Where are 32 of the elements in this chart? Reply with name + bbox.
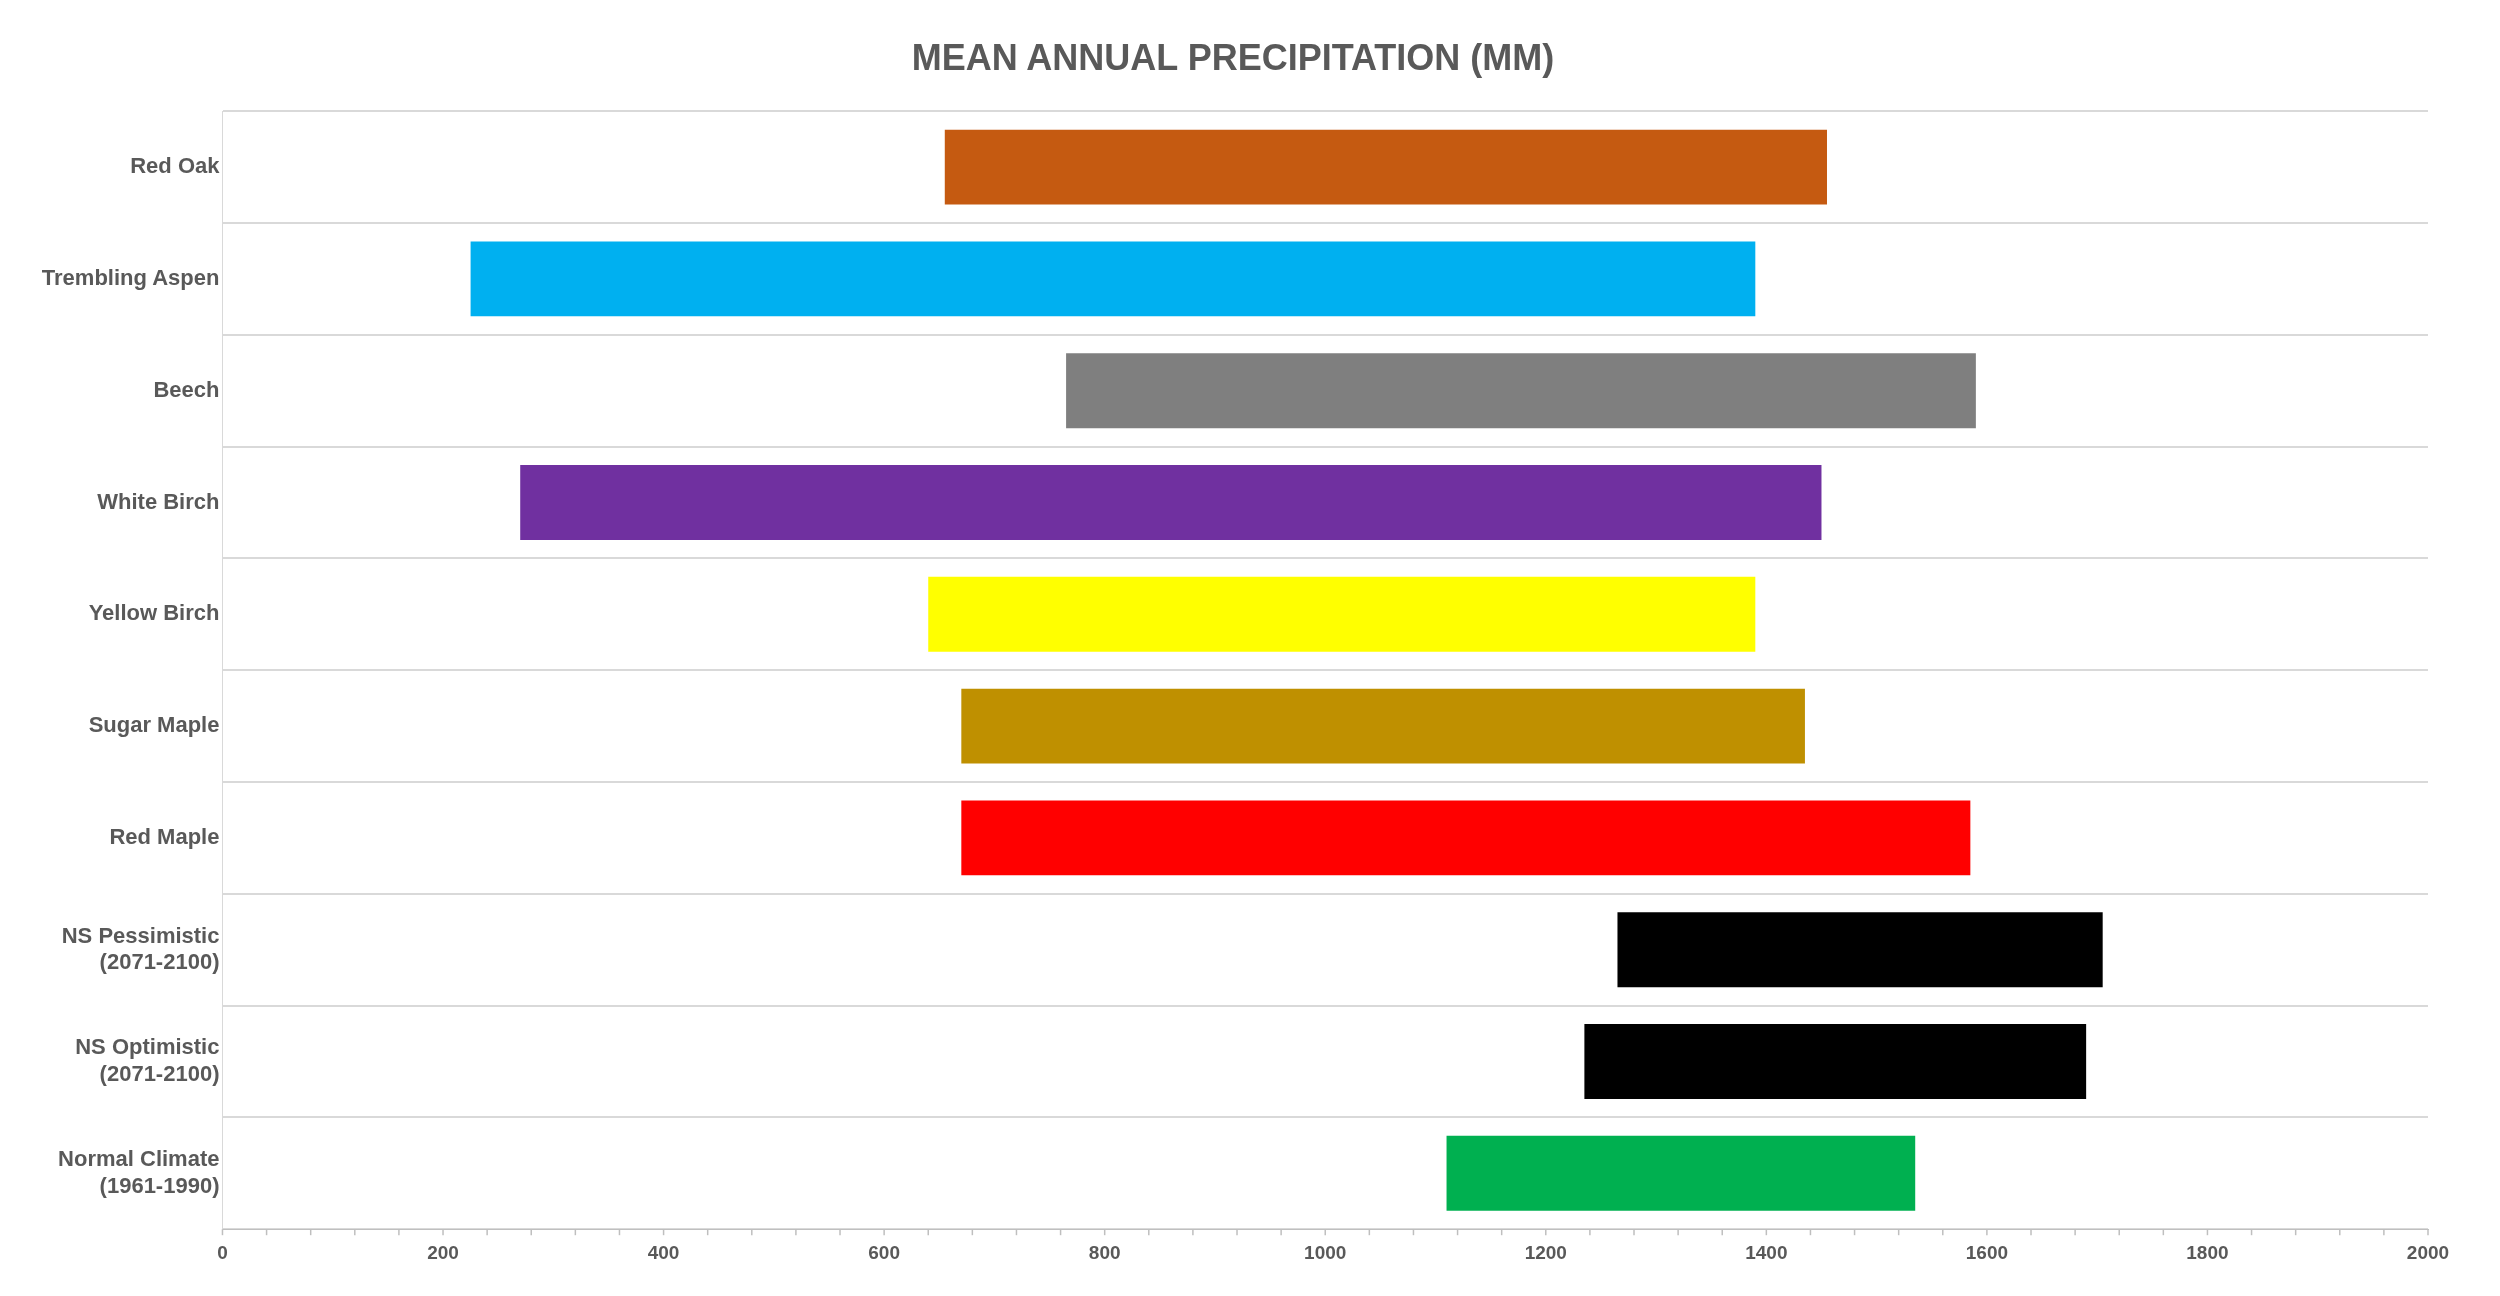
bar (470, 241, 1756, 317)
x-tick-label: 1000 (1304, 1241, 1347, 1263)
x-tick-label: 0 (217, 1241, 228, 1263)
y-tick-label: Trembling Aspen (41, 264, 220, 290)
bar (1617, 912, 2103, 988)
x-tick-label: 1200 (1524, 1241, 1567, 1263)
y-tick-label: Beech (153, 376, 220, 402)
x-tick-label: 1400 (1745, 1241, 1788, 1263)
y-tick-label: NS Optimistic (2071-2100) (75, 1034, 220, 1086)
x-tick-label: 1800 (2186, 1241, 2229, 1263)
bar (961, 688, 1805, 764)
y-tick-label: Normal Climate (1961-1990) (58, 1146, 220, 1198)
x-tick-label: 400 (647, 1241, 680, 1263)
bar (1066, 353, 1976, 429)
x-tick-label: 200 (427, 1241, 459, 1263)
chart-title: MEAN ANNUAL PRECIPITATION (MM) (911, 36, 1555, 78)
y-tick-label: Red Oak (130, 153, 221, 179)
x-tick-label: 800 (1088, 1241, 1121, 1263)
y-tick-label: Sugar Maple (88, 712, 220, 738)
bar (1584, 1024, 2087, 1099)
y-tick-label: Yellow Birch (88, 600, 220, 626)
x-tick-label: 600 (868, 1241, 900, 1263)
x-tick-label: 1600 (1965, 1241, 2009, 1263)
y-tick-label: NS Pessimistic (2071-2100) (61, 922, 220, 974)
bar (961, 800, 1971, 876)
bar (520, 465, 1822, 540)
bar (928, 576, 1756, 652)
bar (944, 129, 1827, 205)
x-tick-label: 2000 (2406, 1241, 2450, 1263)
y-tick-label: White Birch (97, 488, 220, 514)
y-tick-label: Red Maple (109, 823, 220, 849)
bar (1446, 1135, 1916, 1211)
